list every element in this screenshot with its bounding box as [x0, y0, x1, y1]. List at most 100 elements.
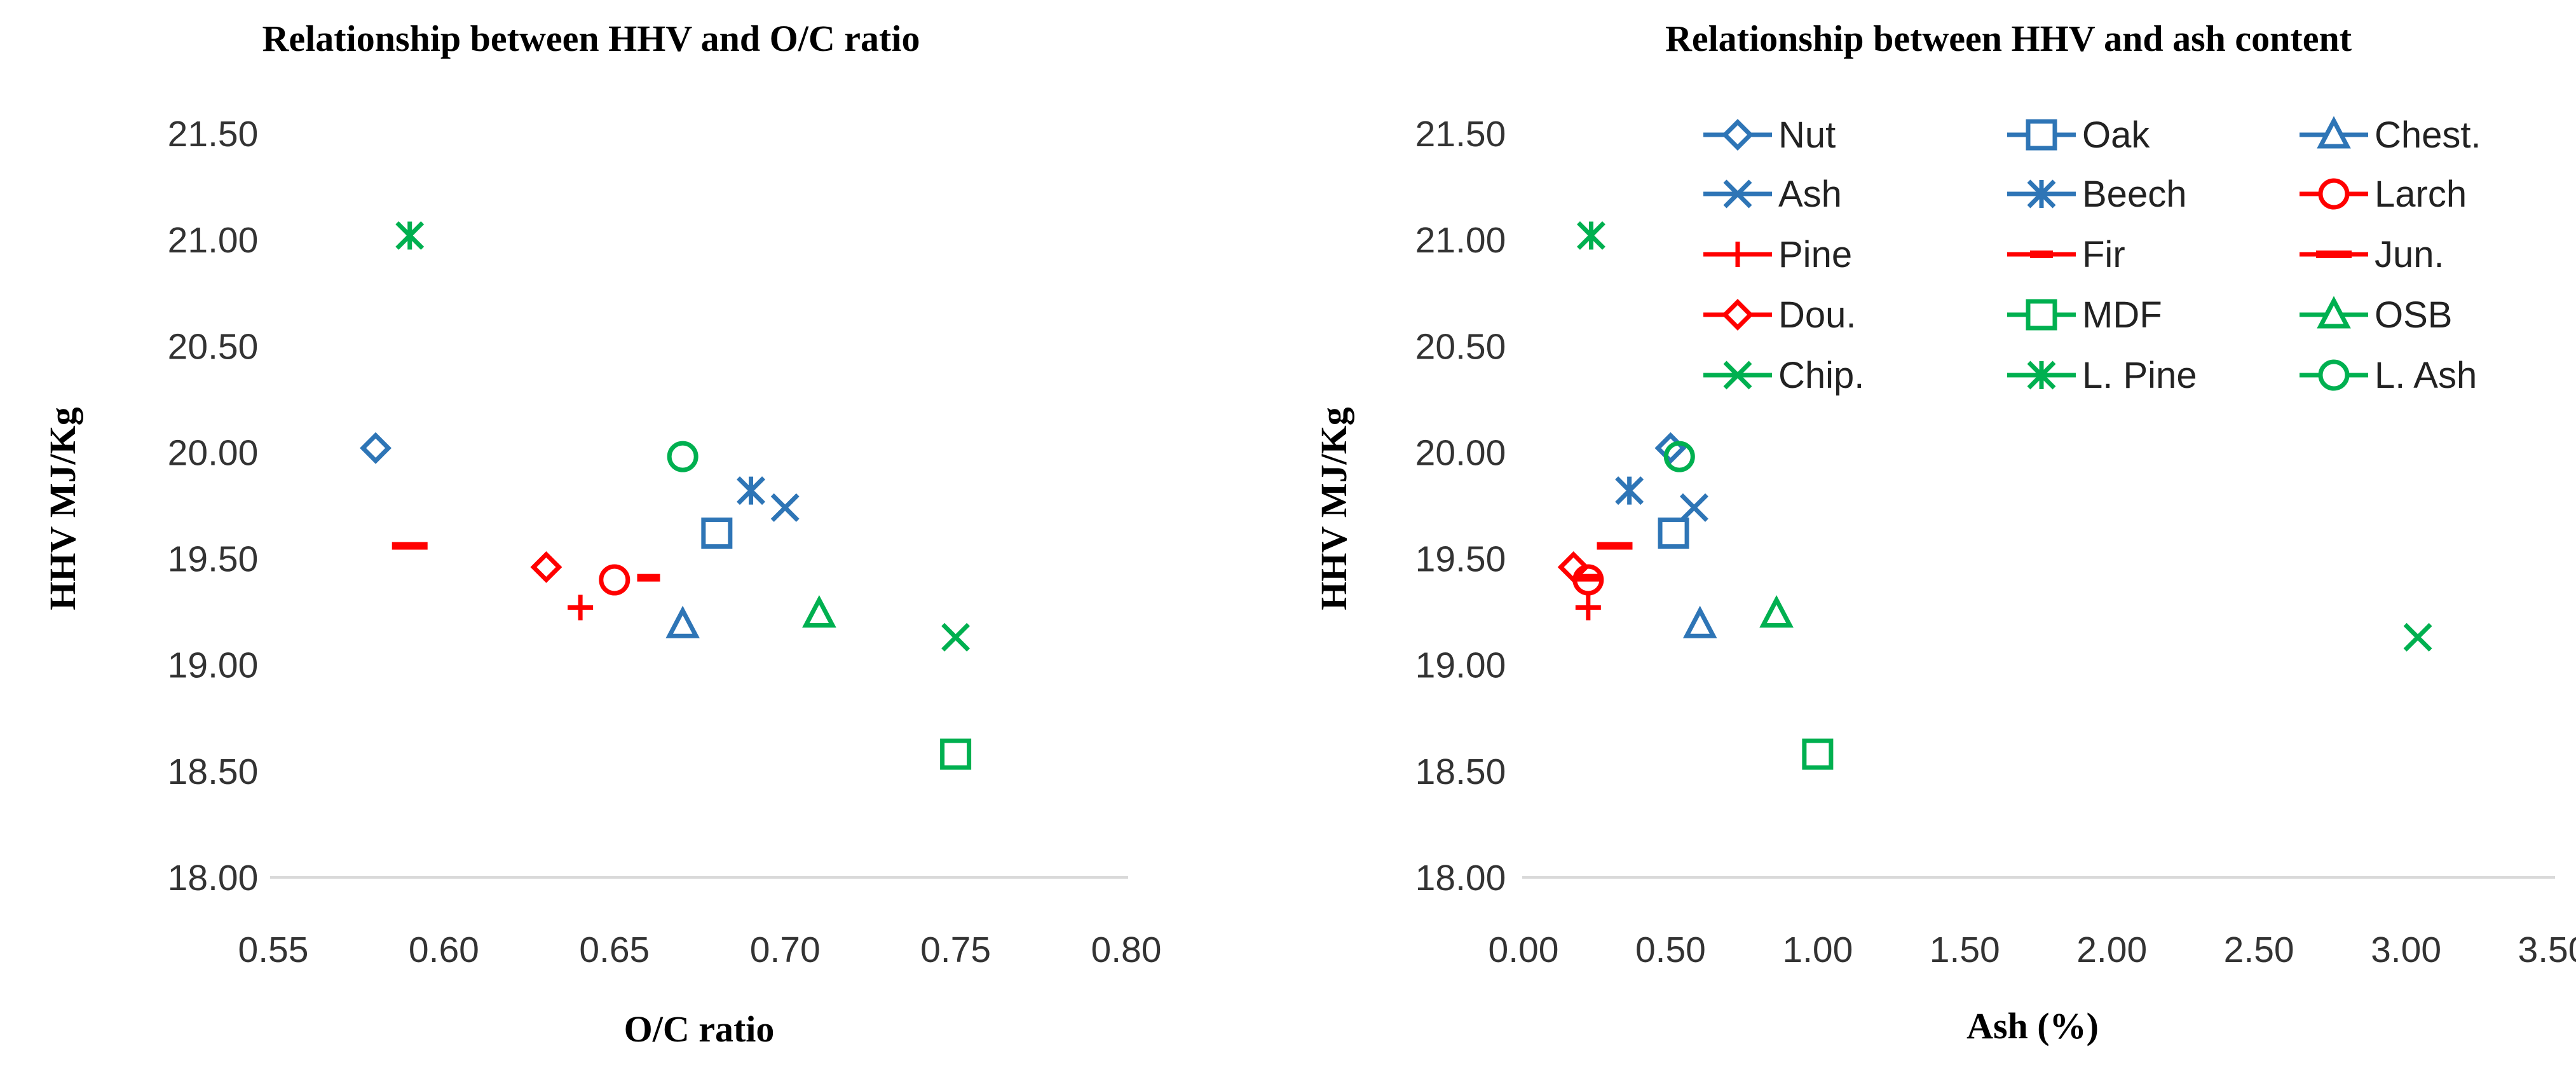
point-pine	[568, 594, 594, 621]
point-ash	[770, 493, 800, 522]
x-tick-label: 0.50	[1635, 930, 1706, 970]
x-tick-label: 0.60	[409, 930, 479, 970]
y-tick-label: 20.50	[168, 326, 259, 367]
legend-item-nut: Nut	[1703, 114, 1836, 156]
legend-label: Larch	[2375, 174, 2467, 215]
legend-label: Ash	[1778, 174, 1842, 215]
legend-item-beech: Beech	[2007, 174, 2186, 215]
point-chip	[941, 622, 971, 652]
legend-marker-ash	[1723, 179, 1752, 209]
point-oak	[1658, 517, 1689, 549]
x-tick-label: 0.65	[579, 930, 650, 970]
y-tick-label: 21.00	[1415, 220, 1506, 261]
point-fir	[637, 574, 660, 582]
y-tick-label: 18.50	[168, 752, 259, 792]
x-tick-label: 2.50	[2224, 930, 2294, 970]
y-tick-label: 19.00	[168, 645, 259, 686]
legend-item-ash: Ash	[1703, 174, 1842, 215]
point-chip	[2403, 622, 2432, 652]
point-jun	[1597, 542, 1633, 550]
x-tick-labels-right: 0.00 0.50 1.00 1.50 2.00 2.50 3.00 3.50	[1489, 930, 2576, 970]
point-mdf	[940, 738, 972, 770]
point-nut	[360, 432, 392, 464]
legend-marker-fir	[2030, 251, 2053, 258]
x-tick-label: 0.00	[1489, 930, 1559, 970]
y-tick-label: 19.00	[1415, 645, 1506, 686]
x-axis-label-left: O/C ratio	[624, 1008, 775, 1050]
x-tick-label: 1.50	[1930, 930, 2000, 970]
point-beech	[737, 476, 765, 505]
y-tick-label: 18.00	[168, 858, 259, 898]
legend-label: Pine	[1778, 234, 1852, 275]
y-tick-label: 21.00	[168, 220, 259, 261]
legend-label: Jun.	[2375, 234, 2444, 275]
legend-item-pine: Pine	[1703, 234, 1852, 275]
y-axis-label-left: HHV MJ/Kg	[42, 407, 83, 610]
x-tick-label: 0.55	[238, 930, 309, 970]
y-tick-label: 20.50	[1415, 326, 1506, 367]
point-dou	[1557, 551, 1590, 583]
legend-item-mdf: MDF	[2007, 294, 2162, 336]
y-tick-label: 20.00	[1415, 432, 1506, 473]
point-beech	[1615, 476, 1644, 505]
y-tick-label: 21.50	[1415, 114, 1506, 155]
point-larch	[599, 564, 630, 596]
x-tick-label: 0.80	[1091, 930, 1162, 970]
point-mdf	[1802, 738, 1834, 770]
y-tick-labels-right: 18.00 18.50 19.00 19.50 20.00 20.50 21.00 21.50	[1415, 114, 1506, 898]
point-pine	[1575, 594, 1601, 621]
legend-label: OSB	[2375, 294, 2453, 336]
legend-marker-larch	[2318, 178, 2350, 210]
point-chest	[1682, 605, 1717, 638]
legend-item-chest: Chest.	[2300, 114, 2481, 156]
point-jun	[392, 542, 428, 550]
legend-label: Chest.	[2375, 114, 2481, 156]
legend-marker-pine	[1725, 242, 1750, 267]
data-points-right	[1557, 221, 2432, 770]
legend-label: L. Pine	[2082, 355, 2197, 396]
legend-marker-oak	[2026, 119, 2057, 151]
x-tick-label: 0.75	[920, 930, 991, 970]
point-l-pine	[1576, 221, 1605, 250]
point-l-ash	[667, 441, 699, 472]
x-tick-label: 1.00	[1782, 930, 1853, 970]
x-tick-label: 2.00	[2076, 930, 2147, 970]
legend-label: Dou.	[1778, 294, 1857, 336]
y-axis-label-right: HHV MJ/Kg	[1313, 407, 1354, 610]
legend-marker-jun	[2316, 251, 2352, 258]
chart-ash-content: Relationship between HHV and ash content…	[1313, 18, 2576, 1047]
legend-marker-osb	[2317, 296, 2351, 329]
x-tick-label: 3.50	[2518, 930, 2576, 970]
x-tick-label: 0.70	[750, 930, 821, 970]
y-tick-labels-left: 18.00 18.50 19.00 19.50 20.00 20.50 21.00 21.50	[168, 114, 259, 898]
legend-label: Chip.	[1778, 355, 1864, 396]
legend-item-dou: Dou.	[1703, 294, 1857, 336]
x-tick-label: 3.00	[2371, 930, 2441, 970]
y-tick-label: 19.50	[1415, 539, 1506, 580]
chart-title-left: Relationship between HHV and O/C ratio	[262, 18, 920, 59]
legend-item-jun: Jun.	[2300, 234, 2444, 275]
legend-marker-dou	[1722, 299, 1754, 331]
point-osb	[802, 594, 836, 628]
x-tick-labels-left: 0.55 0.60 0.65 0.70 0.75 0.80	[238, 930, 1162, 970]
data-points-left	[360, 221, 972, 770]
legend-label: L. Ash	[2375, 355, 2477, 396]
legend-item-l-pine: L. Pine	[2007, 355, 2197, 396]
legend-item-oak: Oak	[2007, 114, 2150, 156]
x-axis-label-right: Ash (%)	[1966, 1005, 2099, 1047]
legend: Nut Oak Chest. Ash Beech Larch Pine Fir Jun. Dou.…	[1703, 114, 2481, 396]
legend-item-osb: OSB	[2300, 294, 2453, 336]
legend-label: Fir	[2082, 234, 2125, 275]
legend-marker-nut	[1722, 119, 1754, 151]
legend-item-chip: Chip.	[1703, 355, 1864, 396]
legend-marker-l-ash	[2318, 359, 2350, 391]
legend-item-fir: Fir	[2007, 234, 2125, 275]
point-fir	[1576, 574, 1600, 582]
legend-label: Oak	[2082, 114, 2150, 156]
point-l-pine	[395, 221, 425, 250]
legend-label: Nut	[1778, 114, 1836, 156]
y-tick-label: 19.50	[168, 539, 259, 580]
y-tick-label: 18.50	[1415, 752, 1506, 792]
point-osb	[1759, 594, 1794, 628]
y-tick-label: 18.00	[1415, 858, 1506, 898]
